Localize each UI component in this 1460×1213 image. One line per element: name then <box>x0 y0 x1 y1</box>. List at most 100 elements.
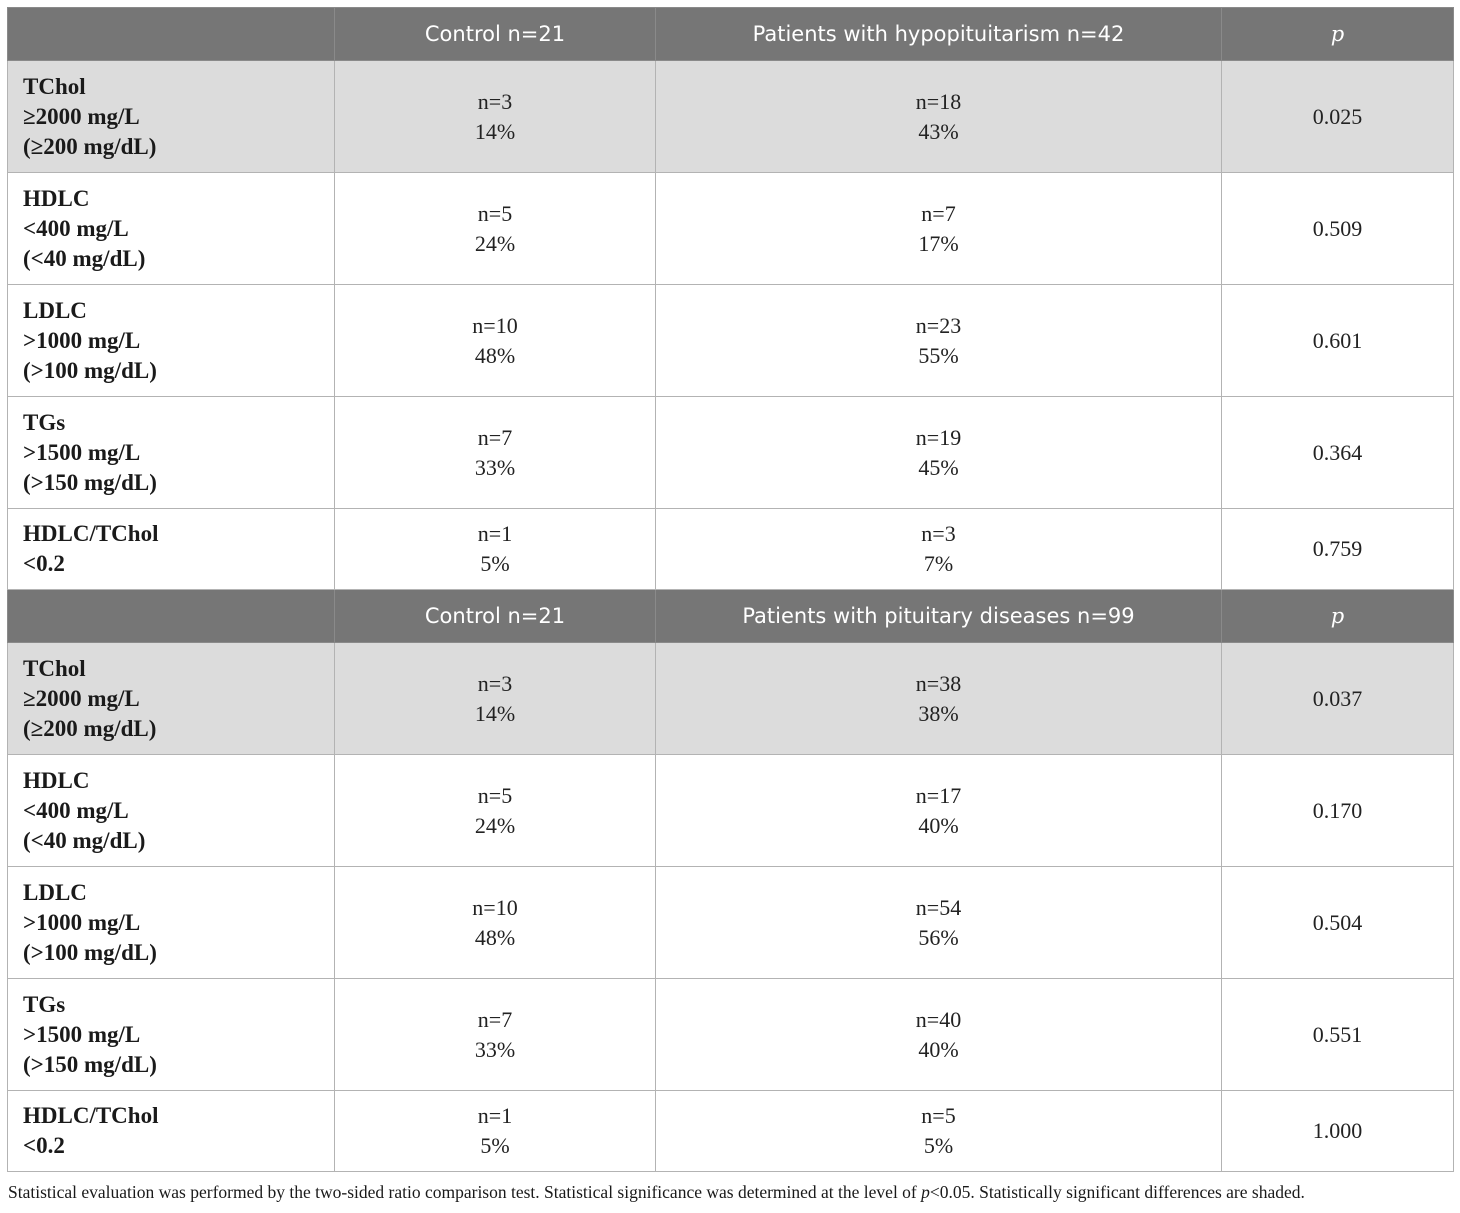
p-value-cell: 0.037 <box>1221 642 1454 755</box>
control-percent: 48% <box>474 342 516 368</box>
control-count: n=10 <box>472 312 518 338</box>
table-row: HDLC <400 mg/L (<40 mg/dL) n=5 24% n=17 40% 0.1… <box>7 754 1454 867</box>
row-label-line: ≥2000 mg/L <box>23 103 140 129</box>
control-cell: n=1 5% <box>334 508 656 590</box>
row-label-line: TGs <box>23 991 66 1017</box>
row-label-cell: TChol ≥2000 mg/L (≥200 mg/dL) <box>7 60 335 173</box>
patient-count: n=19 <box>915 424 962 450</box>
row-label-cell: HDLC <400 mg/L (<40 mg/dL) <box>7 754 335 867</box>
patient-count: n=7 <box>921 200 956 226</box>
row-label-line: HDLC <box>23 185 90 211</box>
patient-group-cell: n=54 56% <box>655 866 1222 979</box>
p-value-cell: 0.759 <box>1221 508 1454 590</box>
table-footnote: Statistical evaluation was performed by … <box>8 1182 1454 1203</box>
patient-percent: 55% <box>918 342 959 368</box>
p-value-cell: 0.601 <box>1221 284 1454 397</box>
table-row: TChol ≥2000 mg/L (≥200 mg/dL) n=3 14% n=18 43%… <box>7 60 1454 173</box>
row-label-line: HDLC <box>23 767 90 793</box>
control-count: n=7 <box>477 1006 513 1032</box>
patient-percent: 17% <box>918 230 959 256</box>
patient-percent: 5% <box>923 1133 954 1158</box>
table-row: LDLC >1000 mg/L (>100 mg/dL) n=10 48% n=54 56%… <box>7 866 1454 979</box>
patient-percent: 7% <box>923 551 954 576</box>
table-row: HDLC <400 mg/L (<40 mg/dL) n=5 24% n=7 17% 0.50… <box>7 172 1454 285</box>
patient-percent: 43% <box>918 118 959 144</box>
row-label-cell: HDLC <400 mg/L (<40 mg/dL) <box>7 172 335 285</box>
control-percent: 5% <box>480 1133 510 1158</box>
p-value-cell: 0.504 <box>1221 866 1454 979</box>
control-cell: n=7 33% <box>334 978 656 1091</box>
patient-count: n=17 <box>915 782 962 808</box>
row-label-line: TChol <box>23 73 86 99</box>
control-percent: 14% <box>474 700 516 726</box>
section-header-row: Control n=21 Patients with hypopituitaris… <box>7 7 1454 61</box>
row-label-line: <0.2 <box>23 1133 65 1158</box>
row-label-line: >1000 mg/L <box>23 327 141 353</box>
header-cell-col1: Control n=21 <box>334 7 656 61</box>
row-label-line: (>150 mg/dL) <box>23 469 157 495</box>
patient-group-cell: n=19 45% <box>655 396 1222 509</box>
row-label-line: HDLC/TChol <box>23 1103 159 1128</box>
control-percent: 48% <box>474 924 516 950</box>
control-percent: 33% <box>474 454 516 480</box>
p-value-cell: 0.364 <box>1221 396 1454 509</box>
row-label-line: (<40 mg/dL) <box>23 827 146 853</box>
patient-percent: 45% <box>918 454 959 480</box>
lipid-comparison-table: Control n=21 Patients with hypopituitaris… <box>7 7 1454 1172</box>
control-cell: n=3 14% <box>334 60 656 173</box>
footnote-p-symbol: p <box>921 1182 930 1202</box>
control-percent: 14% <box>474 118 516 144</box>
table-row: HDLC/TChol <0.2 n=1 5% n=5 5% 1.000 <box>7 1090 1454 1172</box>
control-cell: n=3 14% <box>334 642 656 755</box>
patient-count: n=18 <box>915 88 962 114</box>
header-cell-col2: Patients with pituitary diseases n=99 <box>655 589 1222 643</box>
row-label-cell: HDLC/TChol <0.2 <box>7 1090 335 1172</box>
control-count: n=5 <box>477 200 513 226</box>
row-label-line: >1500 mg/L <box>23 1021 141 1047</box>
control-count: n=10 <box>472 894 518 920</box>
patient-group-cell: n=18 43% <box>655 60 1222 173</box>
control-count: n=5 <box>477 782 513 808</box>
row-label-cell: LDLC >1000 mg/L (>100 mg/dL) <box>7 866 335 979</box>
header-cell-col1: Control n=21 <box>334 589 656 643</box>
p-value-cell: 0.025 <box>1221 60 1454 173</box>
row-label-line: <400 mg/L <box>23 797 129 823</box>
row-label-line: HDLC/TChol <box>23 521 159 546</box>
table-row: TChol ≥2000 mg/L (≥200 mg/dL) n=3 14% n=38 38%… <box>7 642 1454 755</box>
table-row: TGs >1500 mg/L (>150 mg/dL) n=7 33% n=19 45% 0.… <box>7 396 1454 509</box>
row-label-cell: TGs >1500 mg/L (>150 mg/dL) <box>7 396 335 509</box>
patient-group-cell: n=3 7% <box>655 508 1222 590</box>
row-label-line: (>100 mg/dL) <box>23 939 157 965</box>
control-percent: 33% <box>474 1036 516 1062</box>
table-row: LDLC >1000 mg/L (>100 mg/dL) n=10 48% n=23 55%… <box>7 284 1454 397</box>
patient-count: n=54 <box>915 894 962 920</box>
patient-group-cell: n=7 17% <box>655 172 1222 285</box>
row-label-cell: LDLC >1000 mg/L (>100 mg/dL) <box>7 284 335 397</box>
row-label-line: >1000 mg/L <box>23 909 141 935</box>
control-cell: n=7 33% <box>334 396 656 509</box>
table-row: TGs >1500 mg/L (>150 mg/dL) n=7 33% n=40 40% 0.… <box>7 978 1454 1091</box>
control-percent: 5% <box>480 551 510 576</box>
patient-group-cell: n=5 5% <box>655 1090 1222 1172</box>
row-label-line: LDLC <box>23 879 87 905</box>
row-label-line: TChol <box>23 655 86 681</box>
patient-group-cell: n=38 38% <box>655 642 1222 755</box>
row-label-line: TGs <box>23 409 66 435</box>
row-label-cell: TGs >1500 mg/L (>150 mg/dL) <box>7 978 335 1091</box>
footnote-text-end: <0.05. Statistically significant differe… <box>929 1182 1305 1202</box>
table-body: Control n=21 Patients with hypopituitaris… <box>7 7 1454 1172</box>
p-value-cell: 0.509 <box>1221 172 1454 285</box>
row-label-line: (<40 mg/dL) <box>23 245 146 271</box>
patient-count: n=5 <box>921 1103 956 1128</box>
p-value-cell: 0.551 <box>1221 978 1454 1091</box>
section-header-row: Control n=21 Patients with pituitary dise… <box>7 589 1454 643</box>
control-percent: 24% <box>474 230 516 256</box>
control-count: n=3 <box>477 88 513 114</box>
patient-count: n=38 <box>915 670 962 696</box>
control-count: n=3 <box>477 670 513 696</box>
row-label-line: >1500 mg/L <box>23 439 141 465</box>
control-cell: n=5 24% <box>334 754 656 867</box>
patient-percent: 40% <box>918 1036 959 1062</box>
control-count: n=1 <box>477 1103 513 1128</box>
patient-percent: 56% <box>918 924 959 950</box>
